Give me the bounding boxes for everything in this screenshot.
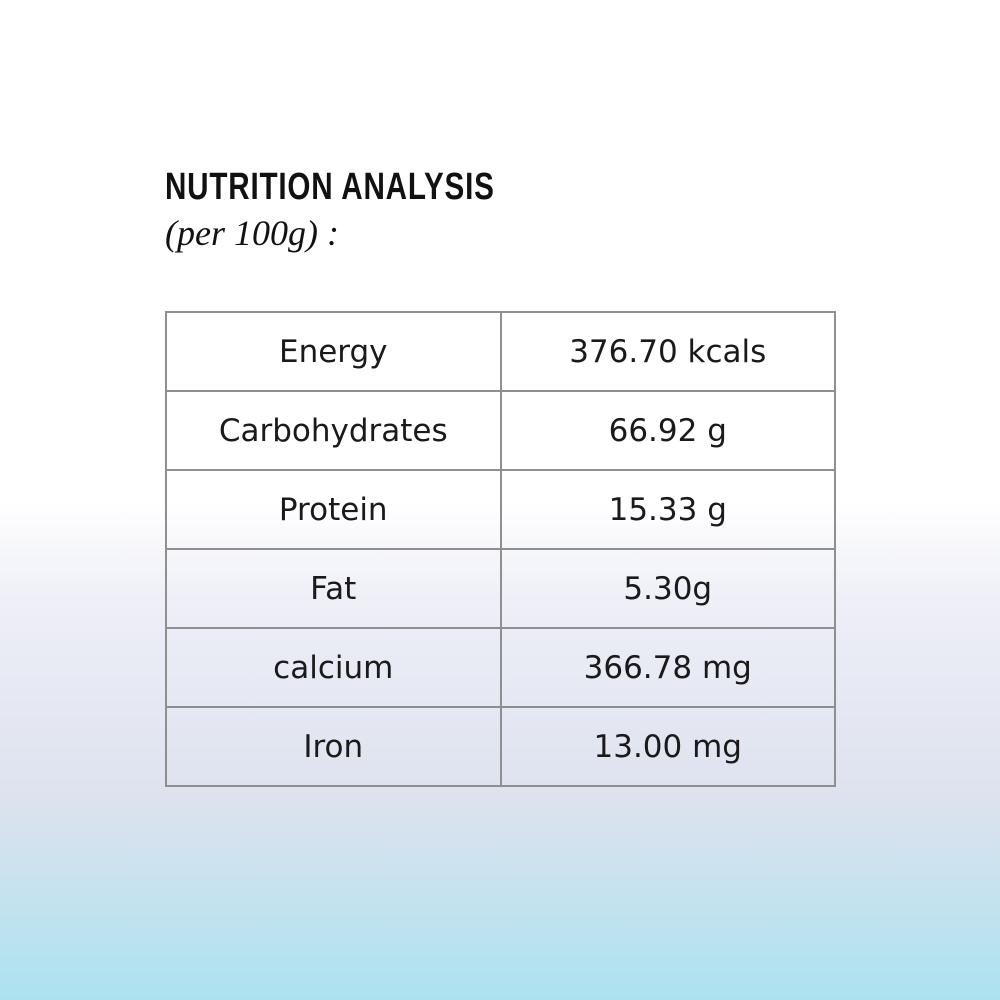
- nutrient-name: Protein: [165, 469, 502, 550]
- nutrient-value: 66.92 g: [499, 390, 836, 471]
- nutrient-name: Fat: [165, 548, 502, 629]
- table-row: Iron 13.00 mg: [165, 706, 836, 787]
- nutrient-value: 13.00 mg: [499, 706, 836, 787]
- table-row: calcium 366.78 mg: [165, 627, 836, 708]
- subtitle: (per 100g) :: [165, 213, 339, 253]
- nutrient-name: Carbohydrates: [165, 390, 502, 471]
- nutrition-table: Energy 376.70 kcals Carbohydrates 66.92 g Pr…: [165, 311, 836, 787]
- nutrient-value: 376.70 kcals: [499, 311, 836, 392]
- table-row: Protein 15.33 g: [165, 469, 836, 550]
- nutrient-name: Energy: [165, 311, 502, 392]
- nutrient-value: 5.30g: [499, 548, 836, 629]
- nutrient-name: calcium: [165, 627, 502, 708]
- nutrient-name: Iron: [165, 706, 502, 787]
- table-row: Fat 5.30g: [165, 548, 836, 629]
- nutrient-value: 366.78 mg: [499, 627, 836, 708]
- title: NUTRITION ANALYSIS: [165, 166, 495, 208]
- table-row: Carbohydrates 66.92 g: [165, 390, 836, 471]
- table-row: Energy 376.70 kcals: [165, 311, 836, 392]
- nutrient-value: 15.33 g: [499, 469, 836, 550]
